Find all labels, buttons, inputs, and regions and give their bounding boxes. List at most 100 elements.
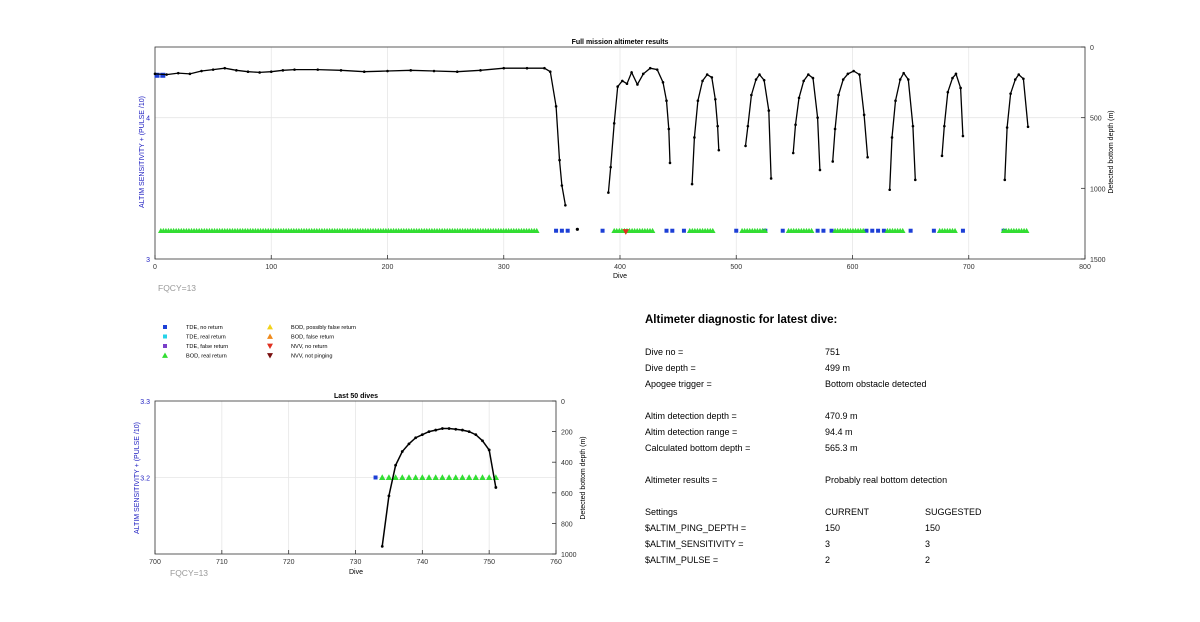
top-right-y-tick-label: 0 — [1090, 45, 1094, 52]
tde-no-return-marker — [870, 228, 875, 233]
bottom-depth-point — [548, 70, 552, 74]
altim-detection-depth-value: 470.9 m — [825, 411, 858, 421]
tde-no-return-marker — [829, 228, 834, 233]
ping-depth-label: $ALTIM_PING_DEPTH = — [645, 523, 747, 533]
bottom-depth-point — [750, 93, 753, 97]
top-x-axis-label: Dive — [613, 273, 627, 280]
tde-no-return-marker — [734, 228, 739, 233]
bottom-depth-point — [362, 70, 366, 74]
bottom-depth-point — [543, 66, 546, 70]
bottom-depth-point — [961, 134, 965, 138]
sensitivity-marker — [154, 72, 160, 78]
bottom-depth-point — [717, 148, 721, 152]
bottom-depth-point — [791, 151, 795, 155]
bottom-depth-point — [655, 68, 659, 71]
bottom-depth-point — [558, 158, 561, 162]
bottom-depth-line — [744, 73, 772, 179]
bottom-depth-point — [693, 136, 696, 139]
legend-label: NVV, no return — [291, 344, 328, 350]
top-x-tick-label: 200 — [382, 264, 394, 271]
tde-no-return-marker — [559, 228, 564, 233]
bottom-depth-point — [1003, 178, 1007, 182]
bod-real-return-marker — [1023, 227, 1030, 233]
legend-label: BOD, possibly false return — [291, 325, 356, 331]
bottom-depth-point — [794, 123, 797, 127]
bottom-depth-point — [616, 85, 619, 88]
legend-triangle-icon — [267, 324, 273, 330]
bottom-depth-point — [690, 182, 694, 186]
bottom-depth-point — [866, 155, 869, 159]
tde-no-return-marker — [565, 228, 570, 233]
legend-triangle-icon — [162, 352, 168, 358]
bottom-depth-point — [754, 78, 758, 81]
bottom-depth-point — [837, 93, 840, 97]
bottom-depth-point — [696, 99, 700, 103]
legend-triangle-icon — [267, 353, 273, 359]
calculated-bottom-depth-value: 565.3 m — [825, 443, 858, 453]
bottom-depth-point — [802, 79, 805, 83]
top-x-tick-label: 0 — [153, 264, 157, 271]
bottom-depth-point — [1009, 92, 1012, 95]
altim-detection-range-value: 94.4 m — [825, 427, 853, 437]
bottom-depth-point — [816, 116, 819, 119]
bottom-depth-point — [767, 109, 771, 112]
marker-legend: TDE, no return TDE, real return TDE, false… — [162, 324, 356, 360]
legend-label: TDE, false return — [186, 344, 228, 350]
tde-no-return-marker — [931, 228, 936, 233]
bottom-depth-point — [648, 66, 652, 70]
bottom-depth-point — [269, 70, 273, 74]
settings-current-header: CURRENT — [825, 507, 869, 517]
bottom-depth-point — [339, 69, 343, 72]
dive-depth-value: 499 m — [825, 363, 851, 373]
bottom-depth-point — [636, 83, 639, 86]
bottom-depth-point — [560, 184, 564, 187]
tde-no-return-marker — [600, 228, 605, 233]
bottom-depth-point — [701, 79, 704, 83]
bottom-depth-line — [691, 73, 720, 185]
bottom-depth-point — [575, 227, 579, 231]
bottom-depth-point — [954, 72, 958, 76]
bottom-depth-point — [564, 203, 567, 207]
bottom-depth-point — [479, 69, 482, 72]
bottom-depth-point — [246, 70, 250, 74]
altim-detection-depth-label: Altim detection depth = — [645, 411, 737, 421]
tde-no-return-marker — [908, 228, 913, 233]
top-right-y-tick-label: 1500 — [1090, 257, 1106, 264]
bottom-depth-point — [841, 78, 845, 81]
bottom-depth-point — [913, 178, 917, 182]
bottom-depth-point — [153, 72, 157, 76]
bottom-depth-line — [941, 72, 964, 156]
bottom-depth-point — [625, 82, 629, 86]
tde-no-return-marker — [864, 228, 869, 233]
top-fqcy-annotation: FQCY=13 — [158, 283, 196, 293]
calculated-bottom-depth-label: Calculated bottom depth = — [645, 443, 751, 453]
bottom-depth-point — [846, 72, 850, 76]
top-right-y-axis-label: Detected bottom depth (m) — [1108, 110, 1115, 193]
tde-no-return-marker — [815, 228, 820, 233]
top-x-tick-label: 600 — [847, 264, 859, 271]
bottom-depth-point — [758, 73, 761, 76]
bottom-depth-point — [959, 86, 962, 90]
bod-real-return-marker — [860, 227, 866, 233]
bottom-depth-point — [710, 76, 714, 79]
top-x-tick-label: 400 — [614, 264, 626, 271]
bottom-depth-point — [705, 73, 709, 76]
top-left-y-tick-label: 3 — [146, 257, 150, 264]
ping-depth-suggested: 150 — [925, 523, 941, 533]
bod-real-return-marker — [952, 227, 958, 233]
bottom-depth-point — [714, 97, 717, 101]
top-right-y-tick-label: 500 — [1090, 116, 1102, 123]
sensitivity-current: 3 — [825, 539, 831, 549]
bottom-depth-point — [554, 105, 558, 108]
top-x-tick-label: 500 — [730, 264, 742, 271]
diagnostic-title: Altimeter diagnostic for latest dive: — [645, 314, 838, 326]
bottom-depth-point — [862, 113, 866, 117]
bottom-depth-point — [223, 66, 227, 70]
bottom-depth-point — [1026, 125, 1030, 129]
bottom-depth-point — [176, 71, 180, 75]
bottom-depth-point — [641, 72, 645, 76]
bottom-depth-line — [792, 73, 821, 171]
altim-detection-range-label: Altim detection range = — [645, 427, 738, 437]
bottom-depth-point — [833, 127, 837, 131]
altimeter-results-label: Altimeter results = — [645, 475, 718, 485]
